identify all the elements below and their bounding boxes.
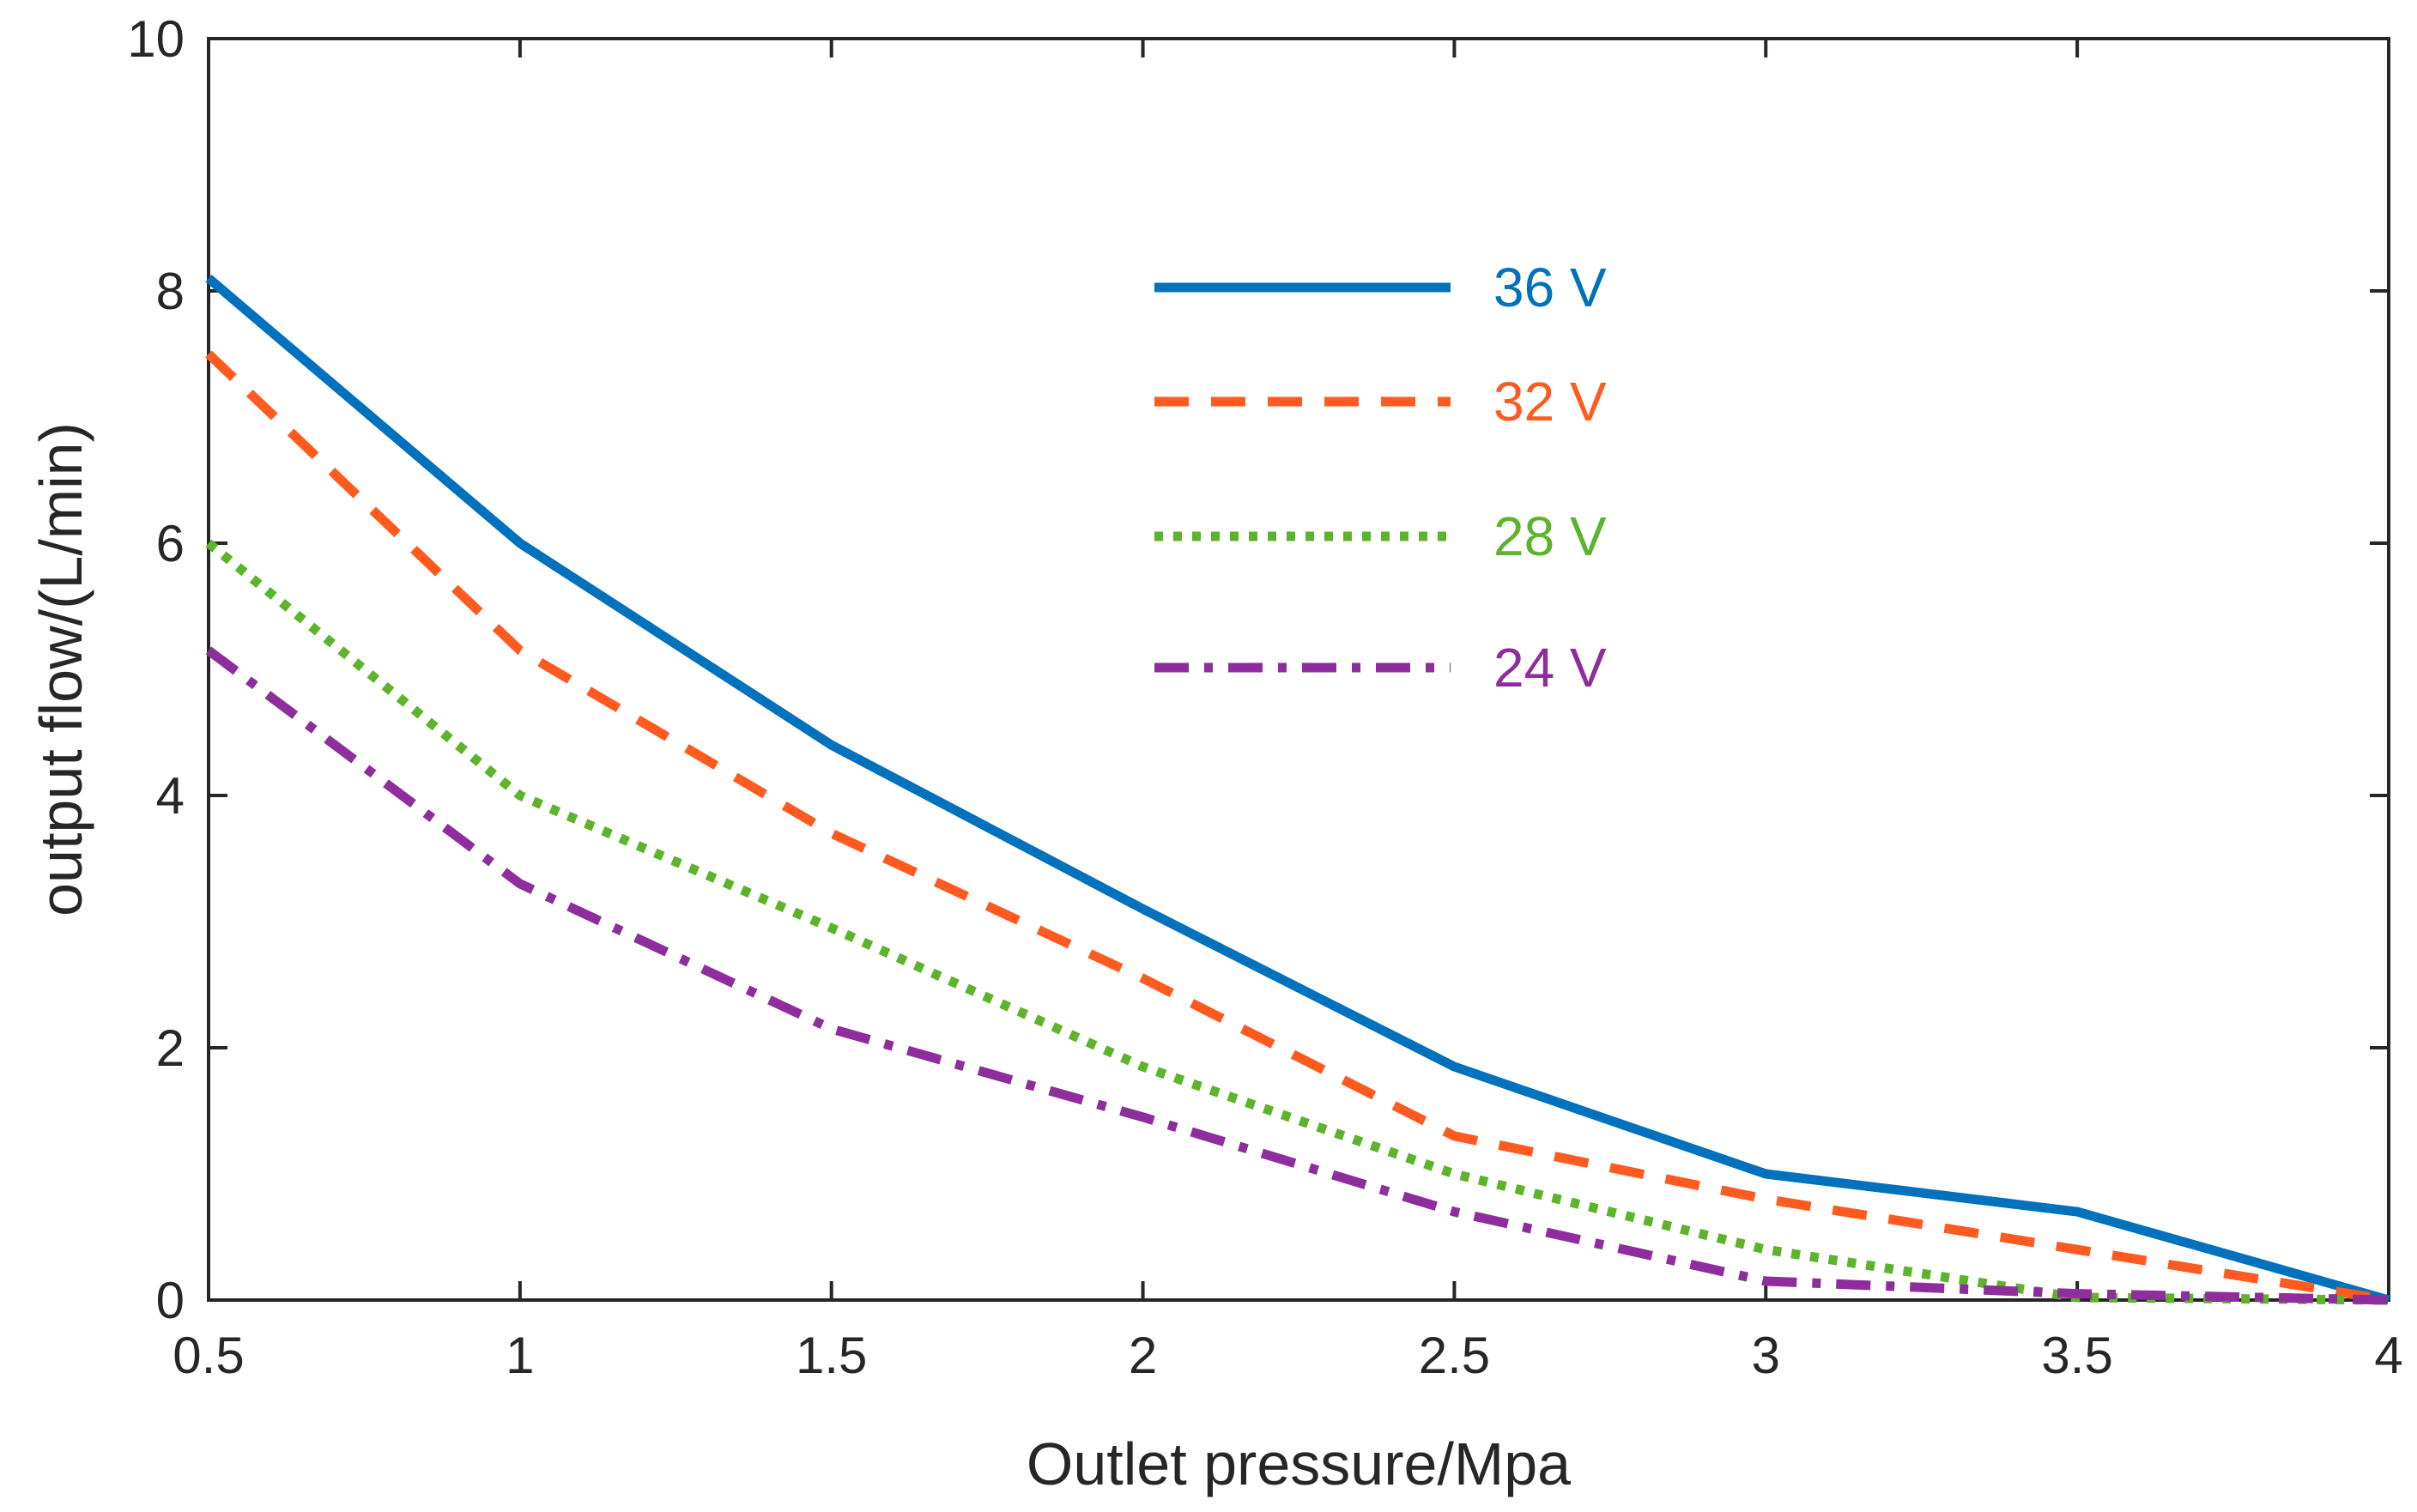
x-tick-label: 1 xyxy=(506,1327,534,1384)
series-lines xyxy=(205,275,2390,1305)
y-tick-label: 8 xyxy=(156,263,185,320)
y-axis-label: output flow/(L/min) xyxy=(27,422,94,916)
series-line-24v xyxy=(205,646,2390,1305)
x-tick-label: 3 xyxy=(1752,1327,1780,1384)
x-axis-label: Outlet pressure/Mpa xyxy=(1027,1430,1571,1497)
y-tick-label: 2 xyxy=(156,1019,185,1077)
series-line-28v xyxy=(205,539,2390,1305)
legend-label: 32 V xyxy=(1493,371,1607,432)
series-line-32v xyxy=(205,350,2390,1305)
x-tick-label: 2 xyxy=(1129,1327,1157,1384)
y-tick-label: 10 xyxy=(127,10,185,68)
x-tick-label: 0.5 xyxy=(173,1327,244,1384)
x-axis: 0.5 1 1.5 2 2.5 3 3.5 4 xyxy=(173,39,2403,1384)
y-axis: 0 2 4 6 8 10 xyxy=(127,10,2389,1329)
y-tick-label: 4 xyxy=(156,767,185,825)
x-tick-label: 2.5 xyxy=(1419,1327,1490,1384)
y-tick-label: 0 xyxy=(156,1272,185,1329)
legend-label: 28 V xyxy=(1493,505,1607,567)
series-line-36v xyxy=(205,275,2390,1305)
y-tick-label: 6 xyxy=(156,515,185,572)
legend-label: 24 V xyxy=(1493,637,1607,699)
x-tick-label: 3.5 xyxy=(2041,1327,2112,1384)
legend: 36 V 32 V 28 V 24 V xyxy=(1154,257,1607,699)
x-tick-label: 4 xyxy=(2374,1327,2402,1384)
x-tick-label: 1.5 xyxy=(796,1327,867,1384)
plot-area xyxy=(207,37,2390,1302)
legend-label: 36 V xyxy=(1493,257,1607,318)
